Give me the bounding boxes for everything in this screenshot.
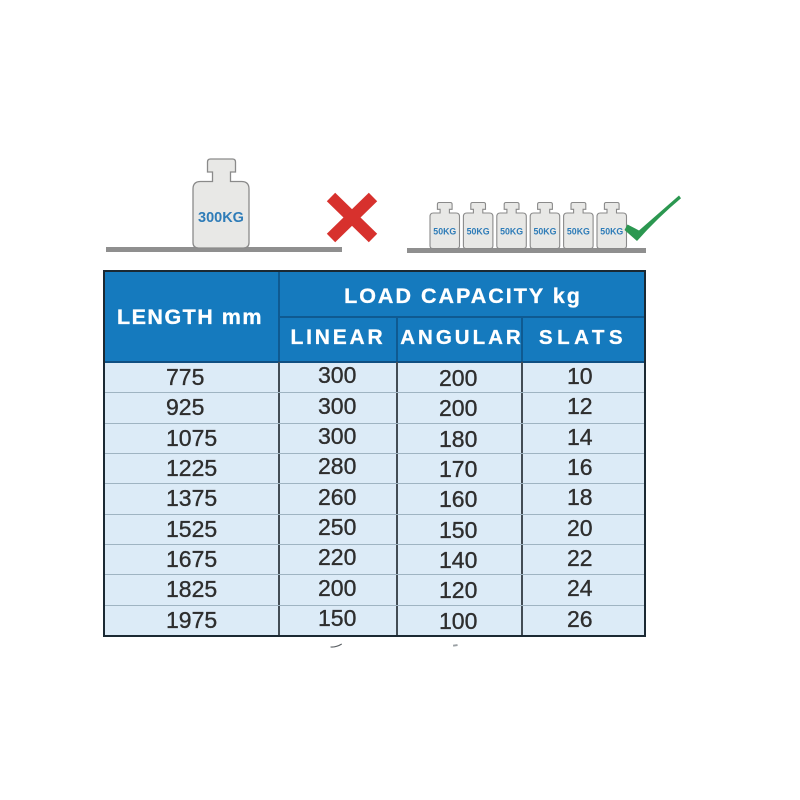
- svg-text:50KG: 50KG: [534, 227, 557, 237]
- svg-text:50KG: 50KG: [500, 227, 523, 237]
- svg-text:300KG: 300KG: [198, 210, 244, 226]
- svg-text:50KG: 50KG: [433, 227, 456, 237]
- svg-text:50KG: 50KG: [467, 227, 490, 237]
- svg-text:50KG: 50KG: [567, 227, 590, 237]
- svg-text:50KG: 50KG: [600, 227, 623, 237]
